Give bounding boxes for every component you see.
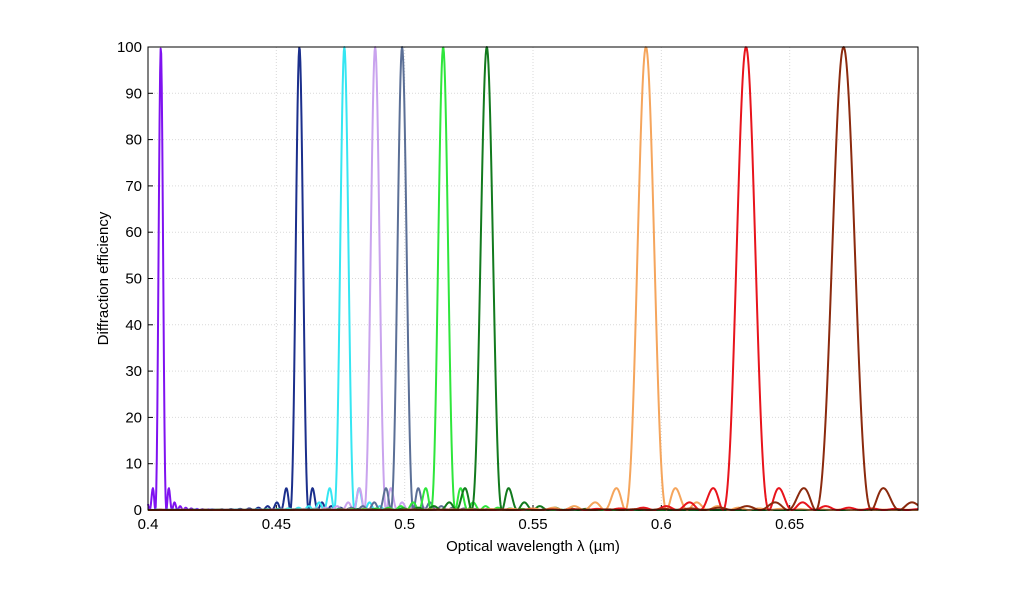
y-tick-label: 70 <box>125 178 142 195</box>
grid <box>147 46 918 511</box>
y-tick-label: 30 <box>125 363 142 380</box>
x-tick-label: 0.4 <box>138 516 159 533</box>
x-tick-labels: 0.4 0.45 0.5 0.55 0.6 0.65 <box>138 516 805 533</box>
x-tick-label: 0.5 <box>394 516 415 533</box>
y-tick-labels: 0 10 20 30 40 50 60 70 80 90 100 <box>117 39 142 519</box>
x-tick-label: 0.55 <box>518 516 547 533</box>
y-tick-label: 100 <box>117 39 142 56</box>
y-tick-label: 90 <box>125 85 142 102</box>
y-tick-label: 80 <box>125 132 142 149</box>
plot-frame <box>147 46 919 511</box>
y-tick-label: 10 <box>125 456 142 473</box>
y-tick-label: 50 <box>125 271 142 288</box>
y-tick-label: 0 <box>134 502 142 519</box>
y-axis-label: Diffraction efficiency <box>95 211 112 345</box>
x-axis-label: Optical wavelength λ (µm) <box>446 538 620 555</box>
x-tick-label: 0.65 <box>775 516 804 533</box>
x-tick-label: 0.6 <box>651 516 672 533</box>
y-tick-label: 20 <box>125 409 142 426</box>
y-tick-label: 40 <box>125 317 142 334</box>
x-tick-label: 0.45 <box>262 516 291 533</box>
y-tick-label: 60 <box>125 224 142 241</box>
